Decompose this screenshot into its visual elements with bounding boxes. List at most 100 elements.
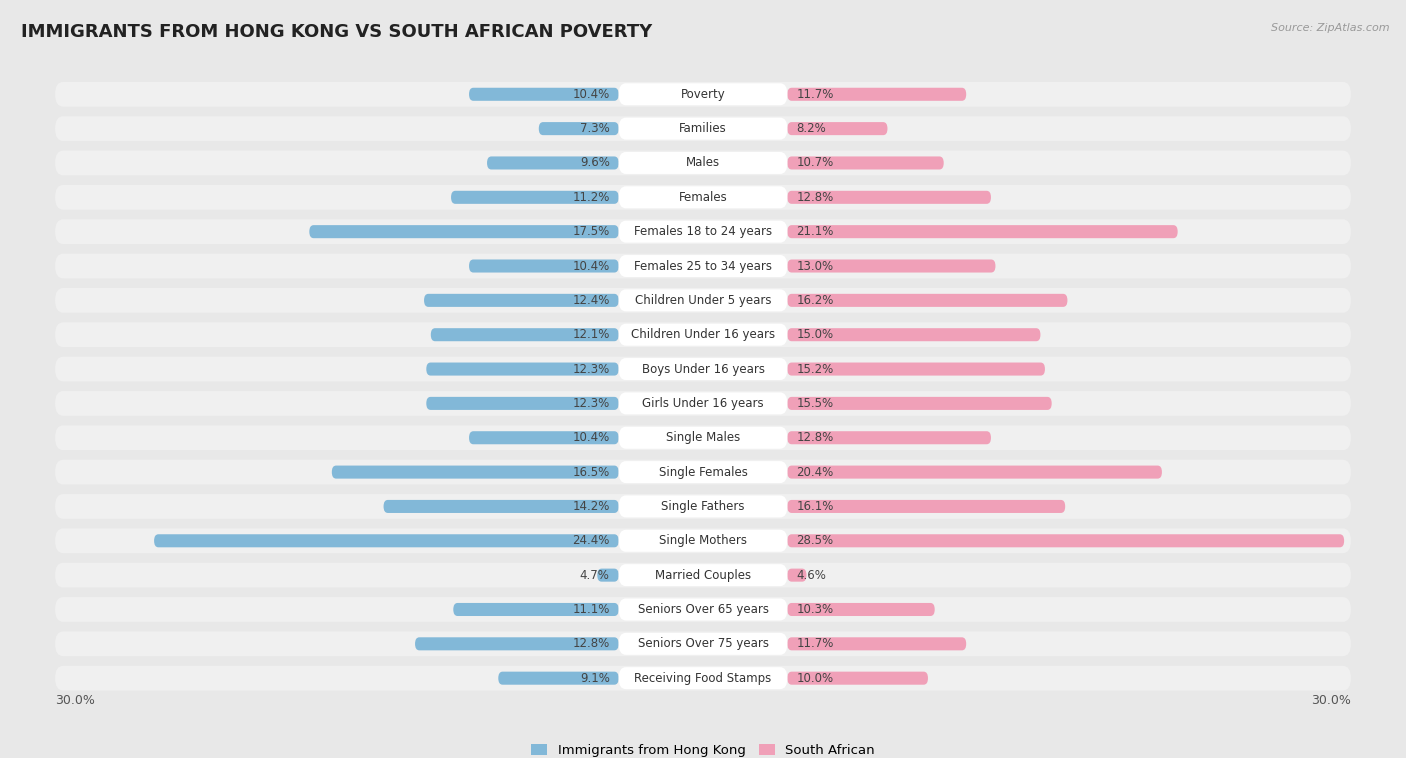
Text: 12.8%: 12.8% xyxy=(796,191,834,204)
Text: 10.7%: 10.7% xyxy=(796,156,834,170)
FancyBboxPatch shape xyxy=(619,393,787,415)
FancyBboxPatch shape xyxy=(55,562,1351,587)
FancyBboxPatch shape xyxy=(619,83,787,105)
FancyBboxPatch shape xyxy=(55,254,1351,278)
Text: 10.0%: 10.0% xyxy=(796,672,834,684)
Text: Males: Males xyxy=(686,156,720,170)
FancyBboxPatch shape xyxy=(309,225,619,238)
FancyBboxPatch shape xyxy=(619,633,787,655)
FancyBboxPatch shape xyxy=(787,500,1066,513)
Text: 10.3%: 10.3% xyxy=(796,603,834,616)
FancyBboxPatch shape xyxy=(619,461,787,483)
Text: Females 18 to 24 years: Females 18 to 24 years xyxy=(634,225,772,238)
Text: 17.5%: 17.5% xyxy=(572,225,610,238)
FancyBboxPatch shape xyxy=(55,631,1351,656)
Text: Children Under 16 years: Children Under 16 years xyxy=(631,328,775,341)
FancyBboxPatch shape xyxy=(787,465,1161,478)
FancyBboxPatch shape xyxy=(787,431,991,444)
FancyBboxPatch shape xyxy=(55,666,1351,691)
FancyBboxPatch shape xyxy=(332,465,619,478)
FancyBboxPatch shape xyxy=(619,530,787,552)
Text: 12.8%: 12.8% xyxy=(796,431,834,444)
FancyBboxPatch shape xyxy=(538,122,619,135)
FancyBboxPatch shape xyxy=(55,219,1351,244)
Text: 30.0%: 30.0% xyxy=(55,694,96,707)
FancyBboxPatch shape xyxy=(55,288,1351,313)
FancyBboxPatch shape xyxy=(55,459,1351,484)
FancyBboxPatch shape xyxy=(619,290,787,312)
Text: 21.1%: 21.1% xyxy=(796,225,834,238)
FancyBboxPatch shape xyxy=(415,637,619,650)
FancyBboxPatch shape xyxy=(55,116,1351,141)
Text: 15.5%: 15.5% xyxy=(796,397,834,410)
Text: 4.7%: 4.7% xyxy=(579,568,610,581)
Text: 30.0%: 30.0% xyxy=(1310,694,1351,707)
Text: Families: Families xyxy=(679,122,727,135)
Text: 20.4%: 20.4% xyxy=(796,465,834,478)
Text: Poverty: Poverty xyxy=(681,88,725,101)
FancyBboxPatch shape xyxy=(619,324,787,346)
FancyBboxPatch shape xyxy=(787,397,1052,410)
FancyBboxPatch shape xyxy=(55,357,1351,381)
FancyBboxPatch shape xyxy=(55,391,1351,415)
Text: 11.2%: 11.2% xyxy=(572,191,610,204)
FancyBboxPatch shape xyxy=(430,328,619,341)
Text: Females 25 to 34 years: Females 25 to 34 years xyxy=(634,259,772,273)
FancyBboxPatch shape xyxy=(451,191,619,204)
FancyBboxPatch shape xyxy=(426,362,619,375)
Text: Married Couples: Married Couples xyxy=(655,568,751,581)
FancyBboxPatch shape xyxy=(498,672,619,684)
FancyBboxPatch shape xyxy=(486,156,619,170)
FancyBboxPatch shape xyxy=(787,568,807,581)
Text: 12.3%: 12.3% xyxy=(572,362,610,375)
Text: 9.6%: 9.6% xyxy=(579,156,610,170)
Text: 12.8%: 12.8% xyxy=(572,637,610,650)
Text: Children Under 5 years: Children Under 5 years xyxy=(634,294,772,307)
FancyBboxPatch shape xyxy=(155,534,619,547)
FancyBboxPatch shape xyxy=(55,528,1351,553)
Text: 7.3%: 7.3% xyxy=(579,122,610,135)
FancyBboxPatch shape xyxy=(426,397,619,410)
FancyBboxPatch shape xyxy=(619,358,787,380)
Text: Single Fathers: Single Fathers xyxy=(661,500,745,513)
FancyBboxPatch shape xyxy=(787,156,943,170)
Text: 10.4%: 10.4% xyxy=(572,88,610,101)
FancyBboxPatch shape xyxy=(787,191,991,204)
FancyBboxPatch shape xyxy=(619,221,787,243)
Text: Seniors Over 65 years: Seniors Over 65 years xyxy=(637,603,769,616)
FancyBboxPatch shape xyxy=(787,294,1067,307)
FancyBboxPatch shape xyxy=(55,82,1351,107)
Text: 10.4%: 10.4% xyxy=(572,431,610,444)
Text: 9.1%: 9.1% xyxy=(579,672,610,684)
FancyBboxPatch shape xyxy=(470,88,619,101)
FancyBboxPatch shape xyxy=(619,667,787,689)
FancyBboxPatch shape xyxy=(425,294,619,307)
FancyBboxPatch shape xyxy=(55,151,1351,175)
Text: Single Males: Single Males xyxy=(666,431,740,444)
Text: 8.2%: 8.2% xyxy=(796,122,827,135)
FancyBboxPatch shape xyxy=(619,186,787,208)
FancyBboxPatch shape xyxy=(787,225,1178,238)
Text: Seniors Over 75 years: Seniors Over 75 years xyxy=(637,637,769,650)
FancyBboxPatch shape xyxy=(453,603,619,616)
Text: 14.2%: 14.2% xyxy=(572,500,610,513)
Text: 28.5%: 28.5% xyxy=(796,534,834,547)
FancyBboxPatch shape xyxy=(619,427,787,449)
Text: 12.3%: 12.3% xyxy=(572,397,610,410)
FancyBboxPatch shape xyxy=(470,431,619,444)
Text: 12.1%: 12.1% xyxy=(572,328,610,341)
Text: Females: Females xyxy=(679,191,727,204)
FancyBboxPatch shape xyxy=(619,496,787,518)
FancyBboxPatch shape xyxy=(787,328,1040,341)
FancyBboxPatch shape xyxy=(55,185,1351,210)
FancyBboxPatch shape xyxy=(619,255,787,277)
Text: 11.7%: 11.7% xyxy=(796,637,834,650)
FancyBboxPatch shape xyxy=(787,534,1344,547)
Text: 11.7%: 11.7% xyxy=(796,88,834,101)
FancyBboxPatch shape xyxy=(55,425,1351,450)
Text: 11.1%: 11.1% xyxy=(572,603,610,616)
Text: 24.4%: 24.4% xyxy=(572,534,610,547)
Text: 10.4%: 10.4% xyxy=(572,259,610,273)
Text: 4.6%: 4.6% xyxy=(796,568,827,581)
FancyBboxPatch shape xyxy=(55,597,1351,622)
